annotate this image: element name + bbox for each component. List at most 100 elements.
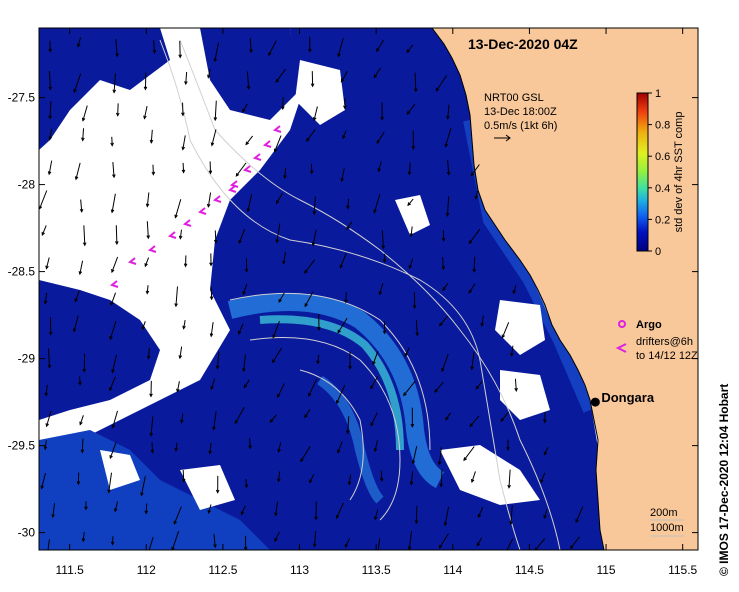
current-arrow-head — [336, 400, 340, 405]
x-tick-label: 114.5 — [515, 563, 544, 577]
current-arrow-head — [48, 136, 53, 141]
current-arrow — [510, 505, 513, 525]
current-arrow — [214, 230, 217, 243]
current-arrow-head — [249, 49, 253, 54]
current-arrow-head — [346, 430, 350, 435]
current-arrow-head — [439, 322, 443, 327]
current-arrow-head — [150, 449, 155, 454]
ocean-north-strip — [39, 28, 170, 150]
current-arrow — [275, 501, 278, 516]
current-arrow-head — [45, 265, 49, 270]
ocean-west-patch — [39, 280, 160, 420]
current-arrow-head — [409, 481, 414, 486]
current-arrow — [313, 196, 316, 215]
current-arrow-head — [48, 86, 53, 91]
current-arrow — [238, 228, 246, 244]
current-arrow-head — [47, 364, 52, 369]
current-arrow — [174, 199, 182, 218]
current-arrow-head — [240, 511, 245, 516]
current-arrow — [208, 504, 212, 514]
current-arrow-head — [110, 301, 114, 306]
current-arrow-head — [309, 170, 314, 175]
current-arrow — [108, 472, 113, 493]
current-arrow — [374, 509, 379, 520]
current-arrow — [173, 506, 182, 525]
current-arrow-head — [470, 172, 475, 177]
drifter-chevron — [252, 153, 262, 161]
current-arrow-head — [468, 240, 473, 245]
current-arrow — [376, 39, 384, 52]
current-vectors — [39, 36, 584, 550]
current-arrow-head — [278, 298, 282, 303]
current-arrow — [275, 68, 286, 83]
current-arrow-head — [510, 352, 514, 357]
current-arrow-head — [373, 209, 377, 214]
colorbar-tick-label: 0.4 — [655, 183, 670, 195]
current-arrow — [447, 159, 450, 175]
current-arrow-head — [78, 381, 82, 386]
current-arrow-head — [312, 211, 317, 216]
current-arrow — [152, 164, 154, 175]
current-arrow-head — [312, 543, 317, 548]
current-arrow-head — [141, 326, 146, 331]
y-axis-ticks: -27.5 -28 -28.5 -29 -29.5 -30 — [8, 91, 698, 540]
current-arrow-head — [403, 392, 407, 397]
contour-eddy-2 — [249, 337, 401, 521]
current-arrow-head — [340, 178, 344, 183]
current-arrow — [408, 162, 411, 175]
contour-200m — [179, 39, 561, 550]
current-arrow-head — [213, 117, 218, 122]
current-arrow-head — [41, 231, 45, 236]
current-arrow — [348, 474, 352, 485]
current-arrow-head — [509, 521, 513, 526]
current-arrow — [48, 348, 51, 368]
current-arrow-head — [149, 432, 154, 437]
y-tick-label: -28.5 — [8, 265, 36, 279]
current-arrow-head — [115, 112, 120, 117]
current-arrow — [241, 505, 246, 515]
current-arrow-head — [48, 115, 52, 120]
current-arrow-head — [238, 239, 242, 245]
current-arrow — [111, 354, 117, 373]
current-arrow — [77, 37, 82, 47]
current-arrow — [52, 503, 56, 518]
current-arrow — [272, 347, 283, 363]
current-arrow-head — [182, 325, 186, 330]
drifter-legend-line1: drifters@6h — [636, 336, 693, 348]
map-plot-area — [39, 28, 698, 550]
ocean-main-region — [39, 28, 605, 550]
eddy-arc-outer — [227, 293, 445, 489]
current-arrow-head — [43, 446, 48, 451]
current-arrow-head — [81, 137, 85, 142]
current-arrow-head — [477, 514, 482, 519]
drifter-chevron — [262, 140, 272, 148]
current-arrow-head — [439, 483, 444, 488]
current-arrow-head — [143, 86, 148, 91]
current-arrow — [146, 192, 150, 207]
current-arrow — [268, 40, 277, 56]
current-arrow-head — [113, 508, 118, 513]
current-arrow-head — [213, 239, 218, 244]
current-arrow — [341, 168, 345, 182]
current-arrow — [471, 471, 476, 483]
current-arrow — [278, 442, 282, 453]
current-arrow-head — [339, 264, 343, 269]
x-tick-label: 111.5 — [56, 563, 85, 577]
bathymetry-contours — [159, 39, 561, 550]
current-arrow — [175, 286, 179, 307]
current-arrow-head — [208, 170, 213, 175]
current-arrow — [210, 286, 213, 300]
current-arrow — [339, 252, 347, 268]
current-arrow — [247, 194, 253, 212]
current-arrow-head — [81, 538, 86, 543]
current-arrow — [444, 506, 450, 526]
cloud-hole-1 — [295, 60, 345, 125]
current-arrow-head — [441, 237, 446, 242]
current-arrow-head — [246, 85, 251, 90]
current-arrow-head — [146, 235, 151, 240]
current-arrow — [210, 322, 214, 337]
current-arrow-head — [370, 422, 374, 427]
y-tick-label: -29 — [18, 352, 36, 366]
current-arrow — [213, 533, 216, 548]
current-arrow — [207, 68, 211, 78]
